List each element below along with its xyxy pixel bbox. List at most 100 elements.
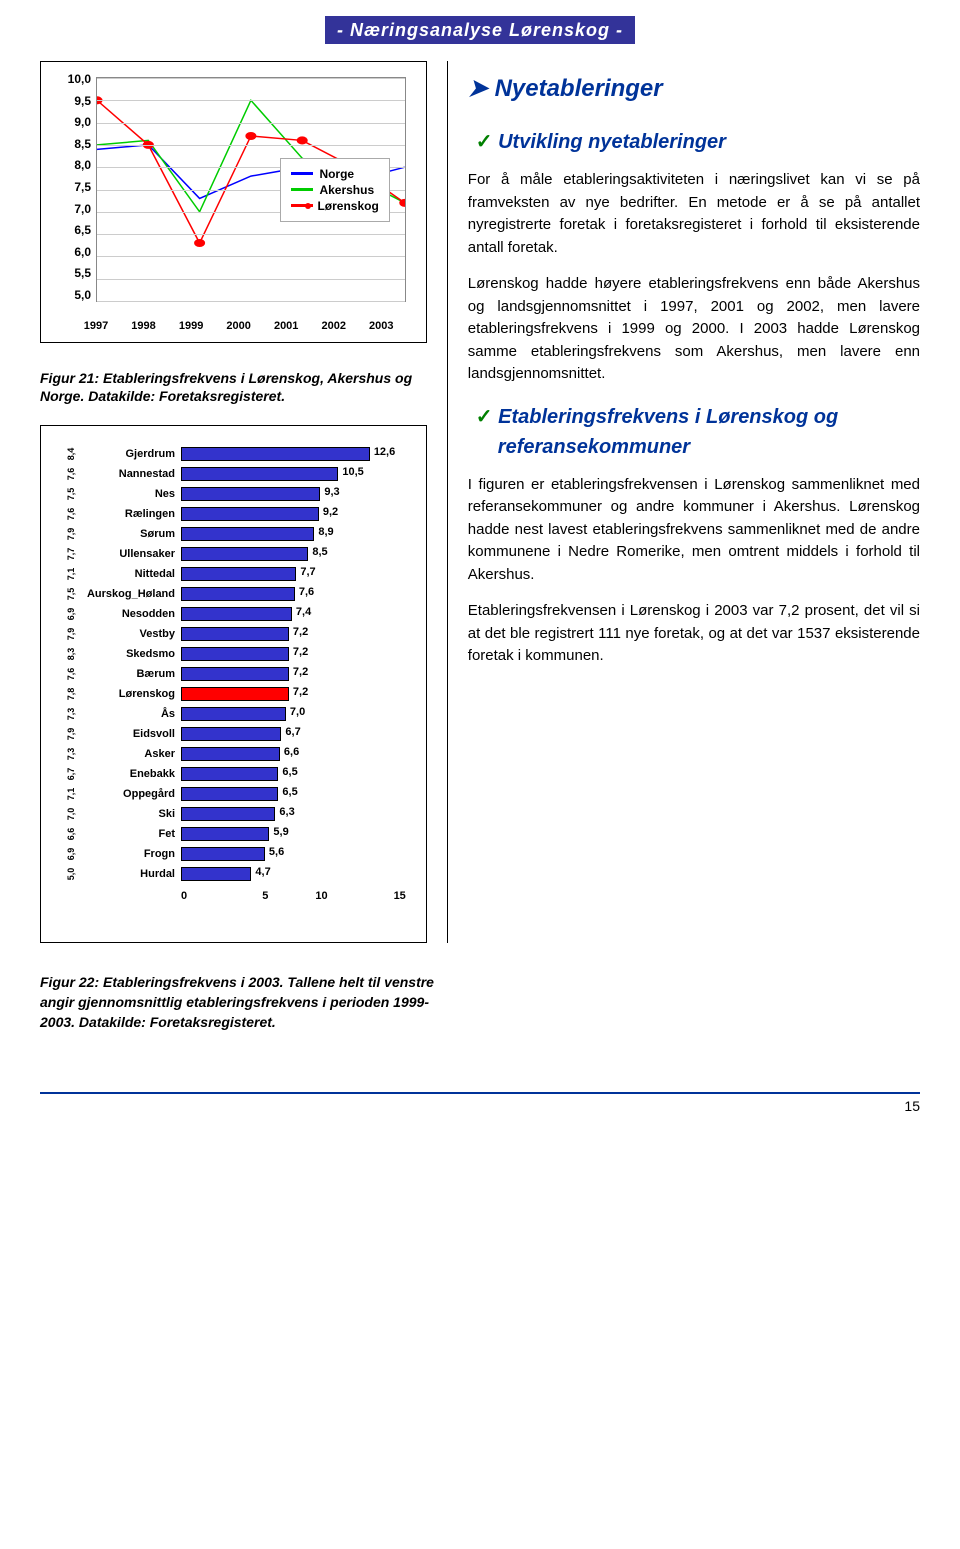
bar-fill [181, 567, 296, 581]
bar-label: Enebakk [81, 768, 181, 780]
bar-track: 12,6 [181, 447, 406, 461]
legend-label: Norge [319, 167, 354, 181]
bar-label: Frogn [81, 848, 181, 860]
bar-avg-value: 7,3 [66, 704, 76, 724]
figure-22-caption: Figur 22: Etableringsfrekvens i 2003. Ta… [40, 973, 436, 1032]
bar-track: 10,5 [181, 467, 406, 481]
figure-21-caption: Figur 21: Etableringsfrekvens i Lørensko… [40, 369, 427, 405]
bar-row: 7,8Lørenskog7,2 [61, 684, 406, 704]
bar-avg-value: 7,3 [66, 744, 76, 764]
legend-swatch [291, 188, 313, 191]
bar-row: 7,7Ullensaker8,5 [61, 544, 406, 564]
bar-value-label: 9,2 [319, 506, 338, 518]
bar-fill [181, 507, 319, 521]
bar-label: Asker [81, 748, 181, 760]
bar-value-label: 4,7 [251, 866, 270, 878]
bar-track: 7,2 [181, 667, 406, 681]
legend-item-akershus: Akershus [291, 183, 378, 197]
line-chart-legend: Norge Akershus Lørenskog [280, 158, 389, 222]
line-marker [297, 136, 308, 144]
bar-label: Oppegård [81, 788, 181, 800]
bar-track: 6,5 [181, 787, 406, 801]
bar-chart-figure: 8,4Gjerdrum12,6 7,6 Nannestad 10,5 7,5 Nes9,3… [40, 425, 427, 943]
bar-track: 6,3 [181, 807, 406, 821]
bar-fill [181, 487, 320, 501]
bar-fill [181, 727, 281, 741]
bar-track: 8,5 [181, 547, 406, 561]
bar-label: Nes [81, 488, 181, 500]
bar-label: Sørum [81, 528, 181, 540]
bar-track: 7,7 [181, 567, 406, 581]
bar-avg-value: 6,6 [66, 824, 76, 844]
bar-row: 8,4Gjerdrum12,6 [61, 444, 406, 464]
bar-avg-value: 7,1 [66, 564, 76, 584]
bar-value-label: 6,5 [278, 786, 297, 798]
paragraph-1: For å måle etableringsaktiviteten i næri… [468, 169, 920, 259]
line-xtick: 1999 [179, 320, 203, 332]
bar-xtick: 5 [237, 890, 293, 902]
bar-avg-value: 6,9 [66, 604, 76, 624]
bar-avg-value: 6,7 [66, 764, 76, 784]
bar-fill [181, 807, 275, 821]
bar-label: Ullensaker [81, 548, 181, 560]
section-heading-nyetableringer: Nyetableringer [468, 71, 920, 107]
bar-label: Fet [81, 828, 181, 840]
bar-fill [181, 747, 280, 761]
bar-row: 7,9Eidsvoll6,7 [61, 724, 406, 744]
bar-label: Nesodden [81, 608, 181, 620]
line-ytick: 7,5 [51, 180, 91, 194]
line-ytick: 6,0 [51, 245, 91, 259]
bar-avg-value: 7,8 [66, 684, 76, 704]
bar-row: 7,1 Oppegård 6,5 [61, 784, 406, 804]
bar-label: Nannestad [81, 468, 181, 480]
bar-label: Ski [81, 808, 181, 820]
bar-track: 7,2 [181, 647, 406, 661]
bar-value-label: 10,5 [338, 466, 363, 478]
bar-avg-value: 7,1 [66, 784, 76, 804]
bar-avg-value: 7,0 [66, 804, 76, 824]
line-ytick: 6,5 [51, 223, 91, 237]
line-ytick: 8,5 [51, 137, 91, 151]
bar-value-label: 5,6 [265, 846, 284, 858]
page-header: - Næringsanalyse Lørenskog - [40, 20, 920, 41]
bar-row: 6,9Frogn5,6 [61, 844, 406, 864]
line-xtick: 1998 [131, 320, 155, 332]
bar-track: 9,2 [181, 507, 406, 521]
line-ytick: 10,0 [51, 72, 91, 86]
bar-avg-value: 7,5 [66, 484, 76, 504]
bar-value-label: 8,5 [308, 546, 327, 558]
bar-row: 5,0Hurdal4,7 [61, 864, 406, 884]
bar-value-label: 7,0 [286, 706, 305, 718]
bar-avg-value: 7,9 [66, 624, 76, 644]
legend-item-norge: Norge [291, 167, 378, 181]
bar-row: 7,0 Ski6,3 [61, 804, 406, 824]
line-xtick: 1997 [84, 320, 108, 332]
bar-avg-value: 8,4 [66, 444, 76, 464]
subheading-utvikling: Utvikling nyetableringer [498, 127, 920, 157]
bar-fill [181, 847, 265, 861]
bar-fill [181, 867, 251, 881]
bar-track: 7,2 [181, 627, 406, 641]
bar-xtick: 0 [181, 890, 237, 902]
bar-track: 9,3 [181, 487, 406, 501]
bar-value-label: 7,2 [289, 686, 308, 698]
legend-label: Lørenskog [317, 199, 378, 213]
bar-avg-value: 7,6 [66, 664, 76, 684]
bar-row: 6,9Nesodden7,4 [61, 604, 406, 624]
bar-value-label: 7,2 [289, 626, 308, 638]
bar-track: 4,7 [181, 867, 406, 881]
bar-avg-value: 7,5 [66, 584, 76, 604]
bar-avg-value: 7,9 [66, 724, 76, 744]
line-chart-figure: 10,09,59,08,58,07,57,06,56,05,55,0 Norge… [40, 61, 427, 343]
bar-fill-highlight [181, 687, 289, 701]
bar-value-label: 5,9 [269, 826, 288, 838]
bar-row: 6,7 Enebakk6,5 [61, 764, 406, 784]
bar-track: 6,5 [181, 767, 406, 781]
header-title-text: - Næringsanalyse Lørenskog - [325, 16, 635, 44]
bar-avg-value: 7,6 [66, 504, 76, 524]
bar-label: Nittedal [81, 568, 181, 580]
paragraph-2: Lørenskog hadde høyere etableringsfrekve… [468, 273, 920, 386]
bar-label: Hurdal [81, 868, 181, 880]
bar-label: Aurskog_Høland [81, 588, 181, 600]
bar-avg-value: 7,9 [66, 524, 76, 544]
